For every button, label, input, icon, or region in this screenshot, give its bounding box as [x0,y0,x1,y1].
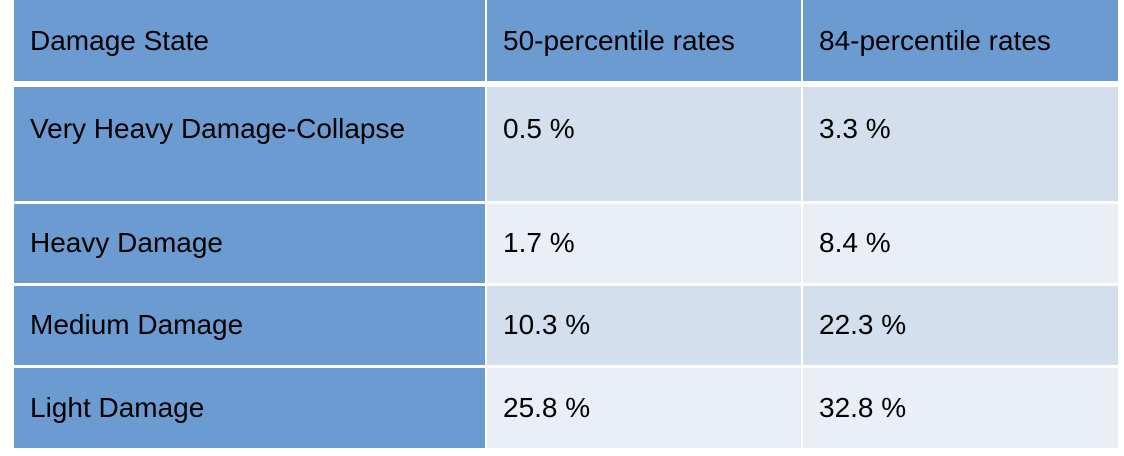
p50-rate-cell: 25.8 % [486,366,803,448]
damage-state-cell: Heavy Damage [14,202,487,286]
damage-state-cell: Light Damage [14,366,487,448]
table-row: Very Heavy Damage-Collapse 0.5 % 3.3 % [14,84,1118,204]
table-header-row: Damage State 50-percentile rates 84-perc… [14,0,1118,87]
damage-state-cell: Medium Damage [14,284,487,368]
table-row: Heavy Damage 1.7 % 8.4 % [14,202,1118,286]
p84-rate-cell: 8.4 % [802,202,1118,286]
p50-rate-cell: 10.3 % [486,284,803,368]
header-84-percentile: 84-percentile rates [802,0,1118,87]
damage-rates-table: Damage State 50-percentile rates 84-perc… [14,0,1118,448]
p84-rate-cell: 3.3 % [802,84,1118,204]
p50-rate-cell: 1.7 % [486,202,803,286]
p50-rate-cell: 0.5 % [486,84,803,204]
table-row: Medium Damage 10.3 % 22.3 % [14,284,1118,368]
p84-rate-cell: 22.3 % [802,284,1118,368]
header-damage-state: Damage State [14,0,487,87]
table-row: Light Damage 25.8 % 32.8 % [14,366,1118,448]
header-50-percentile: 50-percentile rates [486,0,803,87]
damage-state-cell: Very Heavy Damage-Collapse [14,84,487,204]
damage-rates-table-container: Damage State 50-percentile rates 84-perc… [14,0,1118,452]
p84-rate-cell: 32.8 % [802,366,1118,448]
